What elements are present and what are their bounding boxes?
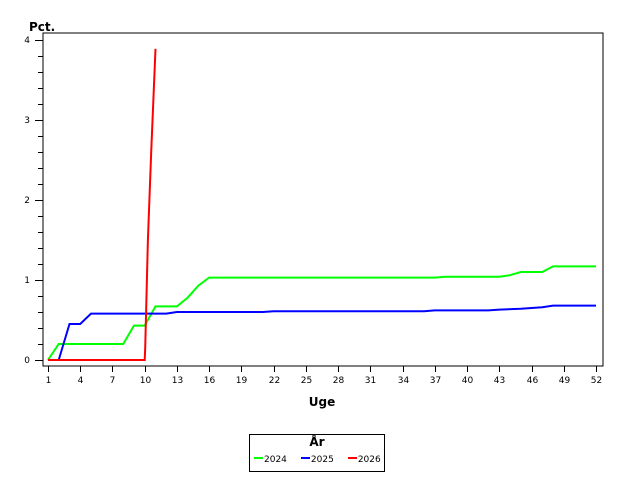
x-tick-label: 28 — [333, 376, 345, 386]
plot-area-frame — [42, 32, 604, 367]
x-tick-label: 43 — [494, 376, 505, 386]
series-lines — [47, 48, 596, 361]
x-tick-label: 22 — [269, 376, 280, 386]
x-tick-label: 19 — [236, 376, 248, 386]
legend-item-2026: 2026 — [347, 455, 381, 465]
x-tick-label: 13 — [172, 376, 183, 386]
legend-items: 2024 2025 2026 — [254, 455, 381, 465]
y-axis: 0 1 2 3 4 — [24, 36, 43, 366]
legend-title: År — [309, 435, 325, 449]
legend-item-2025: 2025 — [300, 455, 334, 465]
series-line-2026 — [48, 48, 157, 361]
x-tick-label: 1 — [46, 376, 52, 386]
legend-label: 2024 — [264, 455, 287, 465]
x-tick-label: 40 — [462, 376, 474, 386]
x-tick-label: 7 — [110, 376, 116, 386]
legend-item-2024: 2024 — [254, 455, 287, 465]
series-line-2024 — [47, 265, 596, 361]
x-tick-label: 49 — [559, 376, 571, 386]
legend-label: 2025 — [310, 455, 334, 465]
legend-swatch-2025 — [300, 457, 310, 459]
x-axis-title: Uge — [309, 395, 335, 409]
x-tick-label: 25 — [301, 376, 312, 386]
legend: År 2024 2025 2026 — [249, 434, 385, 472]
y-tick-label: 3 — [24, 116, 30, 126]
legend-swatch-2024 — [254, 457, 263, 459]
x-tick-label: 31 — [365, 376, 376, 386]
x-tick-label: 52 — [591, 376, 602, 386]
x-tick-label: 46 — [527, 376, 539, 386]
legend-swatch-2026 — [347, 457, 357, 459]
y-tick-label: 4 — [24, 36, 30, 46]
y-tick-label: 1 — [24, 276, 30, 286]
x-tick-label: 10 — [140, 376, 152, 386]
x-tick-label: 4 — [78, 376, 84, 386]
y-tick-label: 0 — [24, 356, 30, 366]
x-tick-label: 34 — [398, 376, 410, 386]
series-line-2025 — [57, 304, 596, 361]
legend-label: 2026 — [357, 455, 381, 465]
x-tick-label: 37 — [430, 376, 441, 386]
y-axis-title: Pct. — [29, 20, 55, 34]
x-tick-label: 16 — [204, 376, 216, 386]
x-axis: 1 4 7 10 13 16 19 22 25 28 31 34 37 40 43 46 49 52 — [46, 366, 602, 386]
y-tick-label: 2 — [24, 196, 30, 206]
